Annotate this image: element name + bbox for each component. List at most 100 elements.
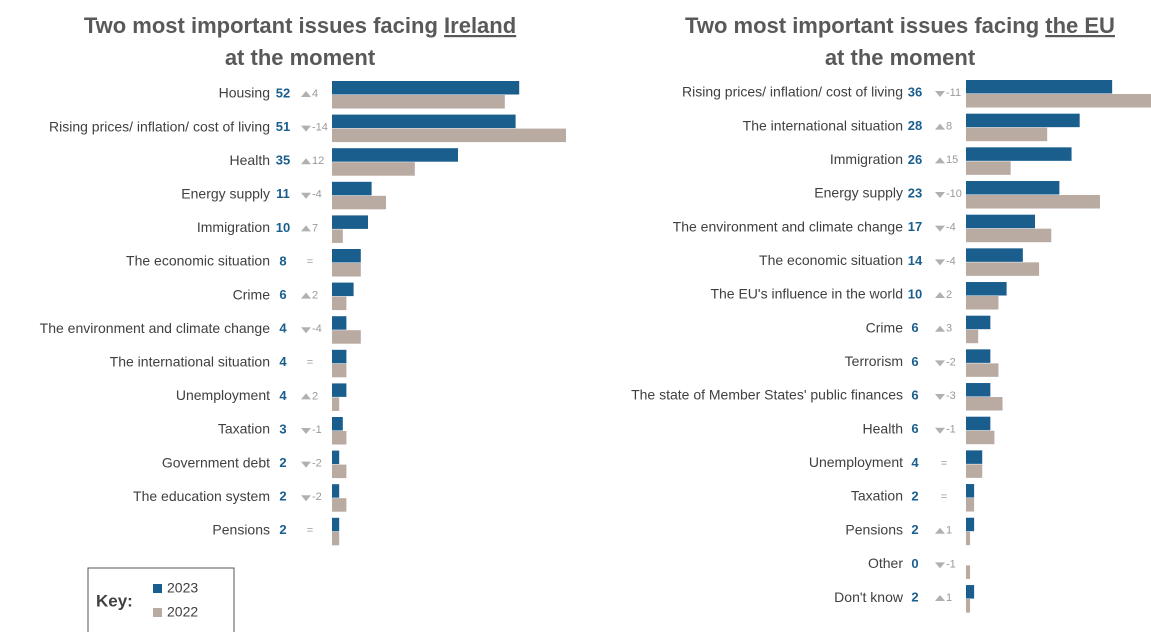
- change-label: 1: [946, 592, 952, 604]
- bar: [332, 249, 361, 263]
- change-down-arrow: [301, 192, 311, 199]
- value-label: 2: [279, 489, 286, 504]
- change-label: =: [307, 525, 313, 537]
- bar: [332, 81, 520, 95]
- change-label: 4: [312, 88, 318, 100]
- change-label: -2: [946, 356, 956, 368]
- change-down-arrow: [301, 461, 311, 468]
- bar: [332, 517, 340, 532]
- bar: [966, 484, 975, 498]
- change-up-arrow: [935, 527, 945, 534]
- value-label: 36: [908, 84, 922, 99]
- legend-swatch: [153, 608, 162, 617]
- category-label: Terrorism: [845, 353, 903, 369]
- change-down-arrow: [301, 327, 311, 334]
- bar: [966, 416, 991, 431]
- bar: [332, 498, 347, 512]
- bar: [332, 316, 347, 330]
- bar: [332, 229, 343, 243]
- value-label: 2: [279, 455, 286, 470]
- bar: [966, 464, 983, 478]
- bar: [332, 330, 361, 344]
- bar: [966, 329, 979, 344]
- category-label: Pensions: [212, 522, 270, 538]
- bar: [966, 531, 971, 546]
- change-down-arrow: [935, 192, 945, 199]
- bar: [966, 147, 1072, 161]
- change-label: 3: [946, 323, 952, 335]
- value-label: 35: [276, 153, 290, 168]
- chart-title: Two most important issues facing the EU: [685, 13, 1115, 38]
- change-down-arrow: [935, 427, 945, 434]
- category-label: Taxation: [218, 421, 270, 437]
- category-label: Taxation: [851, 488, 903, 504]
- change-label: 2: [312, 390, 318, 402]
- change-label: -11: [946, 87, 961, 99]
- change-label: -4: [312, 189, 322, 201]
- change-up-arrow: [935, 595, 945, 602]
- bar: [332, 95, 505, 109]
- bar: [332, 349, 347, 364]
- category-label: Immigration: [197, 219, 270, 235]
- change-label: 2: [312, 290, 318, 302]
- change-label: 12: [312, 155, 324, 167]
- value-label: 26: [908, 152, 922, 167]
- bar: [966, 565, 971, 579]
- bar: [966, 363, 999, 377]
- category-label: The environment and climate change: [40, 320, 271, 336]
- value-label: 4: [279, 354, 287, 369]
- bar: [966, 113, 1080, 128]
- change-up-arrow: [301, 393, 311, 400]
- bar: [966, 195, 1100, 209]
- category-label: Health: [863, 420, 903, 436]
- bar: [966, 599, 971, 613]
- bar: [332, 296, 347, 311]
- change-label: -1: [312, 424, 322, 436]
- title-text: Two most important issues facing: [84, 13, 438, 38]
- bar: [966, 80, 1113, 94]
- bar: [966, 282, 1007, 296]
- bar: [332, 464, 347, 479]
- category-label: The international situation: [110, 354, 270, 370]
- category-label: Health: [230, 152, 270, 168]
- bar: [966, 498, 975, 512]
- key-box: [87, 567, 235, 632]
- change-down-arrow: [935, 225, 945, 232]
- value-label: 2: [911, 488, 918, 503]
- category-label: Unemployment: [176, 387, 270, 403]
- category-label: Other: [868, 555, 903, 571]
- change-down-arrow: [935, 562, 945, 569]
- value-label: 2: [911, 522, 918, 537]
- category-label: Energy supply: [814, 185, 903, 201]
- change-label: -4: [946, 222, 956, 234]
- value-label: 0: [911, 556, 918, 571]
- change-label: =: [941, 457, 947, 469]
- category-label: Crime: [233, 286, 271, 302]
- key-title: Key:: [96, 591, 133, 610]
- value-label: 6: [279, 287, 286, 302]
- category-label: Rising prices/ inflation/ cost of living: [49, 118, 270, 134]
- bar: [966, 349, 991, 363]
- chart-title: Two most important issues facing Ireland: [84, 13, 516, 38]
- bar: [966, 161, 1011, 175]
- value-label: 14: [908, 253, 923, 268]
- change-down-arrow: [935, 259, 945, 266]
- legend-label: 2023: [167, 580, 198, 596]
- category-label: Unemployment: [809, 454, 903, 470]
- bar: [966, 397, 1003, 411]
- bar: [966, 228, 1052, 243]
- title-emphasis: Ireland: [444, 13, 516, 38]
- value-label: 52: [276, 85, 290, 100]
- bar: [966, 430, 995, 445]
- value-label: 10: [908, 286, 922, 301]
- change-label: -2: [312, 458, 322, 470]
- value-label: 8: [279, 253, 286, 268]
- category-label: The economic situation: [126, 253, 270, 269]
- value-label: 2: [911, 589, 918, 604]
- category-label: The EU's influence in the world: [710, 286, 903, 302]
- value-label: 6: [911, 320, 918, 335]
- category-label: Rising prices/ inflation/ cost of living: [682, 84, 903, 100]
- bar: [332, 484, 340, 498]
- bar: [966, 181, 1060, 195]
- change-up-arrow: [935, 292, 945, 299]
